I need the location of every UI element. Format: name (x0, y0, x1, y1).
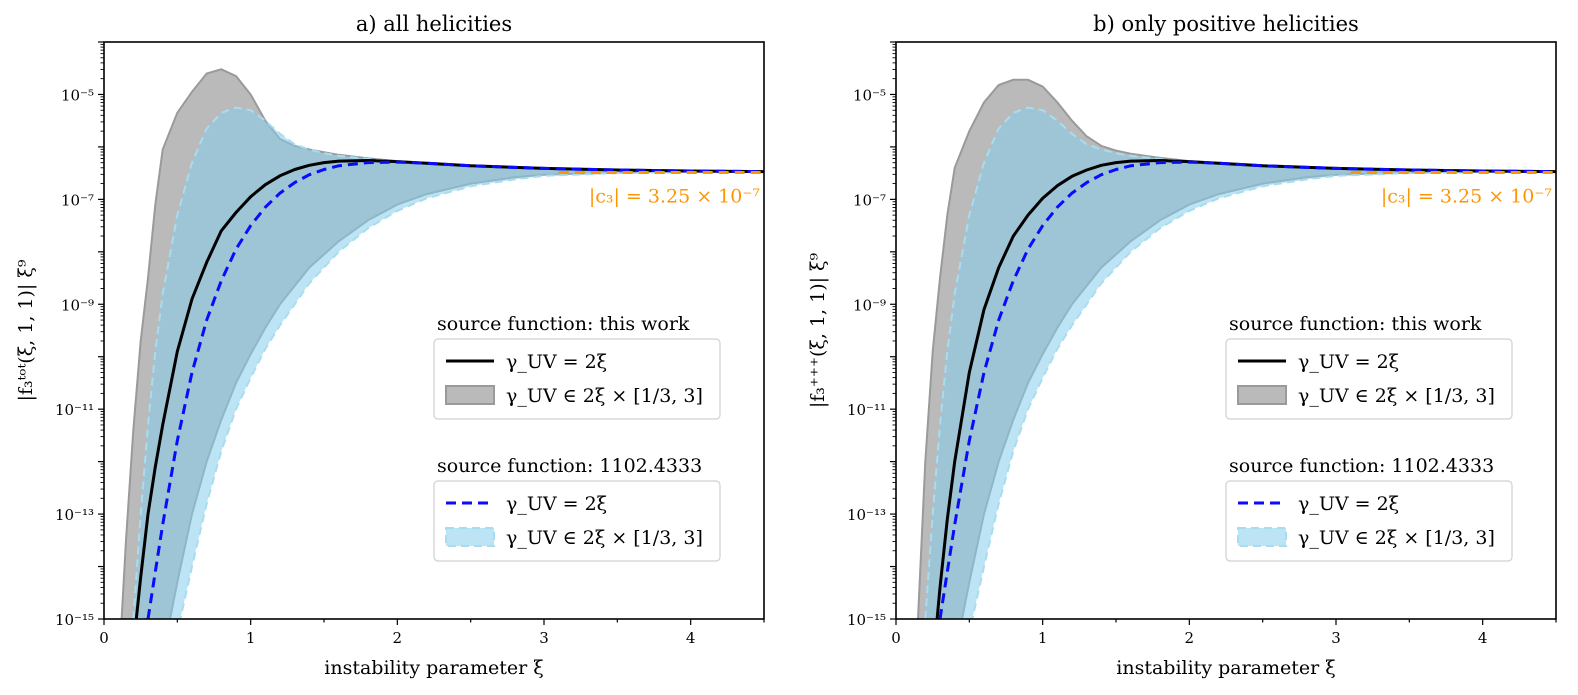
legend-group-title: source function: 1102.4333 (437, 455, 702, 477)
line-1102-4333 (146, 160, 764, 619)
x-tick-label: 3 (539, 629, 549, 647)
legend-swatch-gray-band (445, 385, 495, 405)
legend-box (1225, 480, 1513, 562)
chart-title: b) only positive helicities (1093, 12, 1359, 36)
asymptote-label: |c₃| = 3.25 × 10⁻⁷ (1381, 186, 1553, 208)
band-1102-4333 (924, 106, 1556, 619)
axes-frame (103, 41, 765, 620)
y-tick-label: 10⁻⁷ (853, 191, 886, 209)
plot-area (916, 78, 1556, 619)
legend-group-title: source function: 1102.4333 (1229, 455, 1494, 477)
y-tick-label: 10⁻⁷ (61, 191, 94, 209)
x-axis-label: instability parameter ξ (324, 657, 543, 679)
y-tick-label: 10⁻¹⁵ (847, 611, 886, 629)
legend-box (433, 480, 721, 562)
legend-group-title: source function: this work (437, 313, 690, 335)
chart-panel-b: |c₃| = 3.25 × 10⁻⁷ 0 1 2 3 4 10⁻¹⁵ 10⁻¹³ 10⁻¹¹ 10… (807, 12, 1557, 679)
y-tick-label: 10⁻¹⁵ (55, 611, 94, 629)
x-tick-label: 2 (1185, 629, 1195, 647)
y-axis-label: |f₃ᵗᵒᵗ(ξ, 1, 1)| ξ⁹ (15, 259, 37, 401)
legend-entry-label: γ_UV ∈ 2ξ × [1/3, 3] (506, 527, 703, 549)
y-tick-label: 10⁻¹³ (55, 506, 94, 524)
x-tick-label: 0 (891, 629, 901, 647)
legend-entry-label: γ_UV = 2ξ (506, 351, 607, 373)
legend-entry-label: γ_UV = 2ξ (506, 493, 607, 515)
x-tick-label: 3 (1331, 629, 1341, 647)
x-tick-label: 4 (1478, 629, 1488, 647)
y-tick-label: 10⁻⁹ (61, 296, 94, 314)
legend-box (433, 338, 721, 420)
legend-entry-label: γ_UV ∈ 2ξ × [1/3, 3] (506, 385, 703, 407)
x-axis-label: instability parameter ξ (1116, 657, 1335, 679)
asymptote-label: |c₃| = 3.25 × 10⁻⁷ (589, 186, 761, 208)
x-tick-label: 1 (1038, 629, 1048, 647)
legend-entry-label: γ_UV ∈ 2ξ × [1/3, 3] (1298, 385, 1495, 407)
legend-box (1225, 338, 1513, 420)
y-tick-label: 10⁻¹¹ (847, 401, 886, 419)
legend-swatch-skyblue-band (445, 527, 495, 547)
y-tick-label: 10⁻⁵ (853, 86, 886, 104)
legend-swatch-gray-band (1237, 385, 1287, 405)
y-tick-label: 10⁻¹¹ (55, 401, 94, 419)
line-this-work (134, 159, 764, 619)
x-tick-label: 1 (246, 629, 256, 647)
legend: source function: this work γ_UV = 2ξ γ_UV … (433, 313, 721, 562)
legend-group-title: source function: this work (1229, 313, 1482, 335)
x-tick-label: 0 (99, 629, 109, 647)
y-tick-label: 10⁻¹³ (847, 506, 886, 524)
legend-entry-label: γ_UV = 2ξ (1298, 351, 1399, 373)
legend-swatch-skyblue-band (1237, 527, 1287, 547)
y-axis-label: |f₃⁺⁺⁺(ξ, 1, 1)| ξ⁹ (807, 252, 829, 408)
band-1102-4333 (132, 106, 764, 619)
legend: source function: this work γ_UV = 2ξ γ_UV … (1225, 313, 1513, 562)
legend-entry-label: γ_UV = 2ξ (1298, 493, 1399, 515)
legend-entry-label: γ_UV ∈ 2ξ × [1/3, 3] (1298, 527, 1495, 549)
y-tick-label: 10⁻⁹ (853, 296, 886, 314)
plot-area (120, 68, 764, 619)
y-tick-label: 10⁻⁵ (61, 86, 94, 104)
x-tick-label: 4 (686, 629, 696, 647)
chart-title: a) all helicities (356, 12, 512, 36)
chart-panel-a: |c₃| = 3.25 × 10⁻⁷ 0 1 2 3 4 10⁻¹⁵ 10⁻¹³ 10⁻¹¹ 10… (15, 12, 765, 679)
line-1102-4333 (938, 160, 1556, 619)
x-tick-label: 2 (393, 629, 403, 647)
axes-frame (895, 41, 1557, 620)
